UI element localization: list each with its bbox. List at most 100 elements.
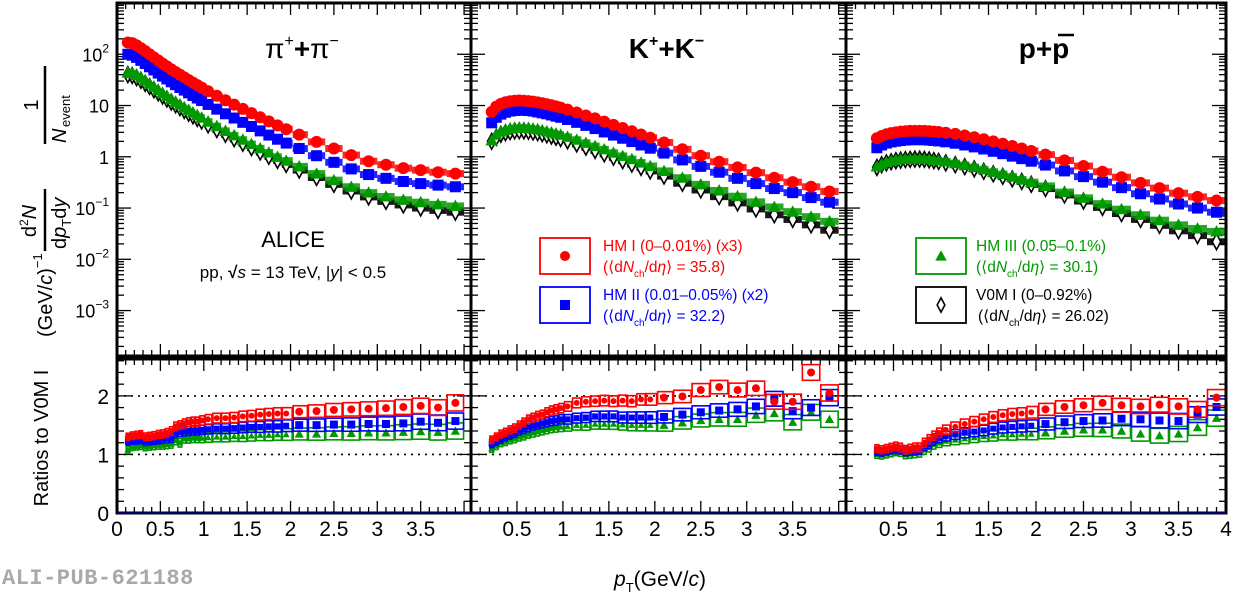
ratio-point [167, 440, 175, 447]
ratio-point [416, 417, 425, 426]
data-point [1097, 176, 1108, 188]
ratio-point [715, 406, 724, 415]
y-tick-label-bottom: 0 [97, 503, 109, 526]
ratio-point [129, 437, 136, 444]
legend-box [539, 286, 591, 324]
ratio-point [381, 419, 390, 428]
ratio-point [916, 444, 923, 451]
ratio-point [176, 439, 184, 446]
data-point [245, 120, 257, 132]
ratio-sys-box [969, 415, 980, 428]
ratio-point [451, 398, 460, 407]
ratio-point [930, 432, 937, 439]
data-point [749, 195, 763, 207]
ratio-sys-box [376, 400, 395, 417]
ratio-sys-box [571, 397, 582, 409]
ratio-point [511, 430, 518, 437]
data-point [201, 115, 215, 127]
ratio-sys-box [978, 413, 989, 426]
bottom-y-axis-title: Ratios to V0M I [31, 370, 53, 507]
ratio-sys-box [255, 408, 265, 421]
data-point [345, 149, 358, 162]
data-point [823, 215, 836, 227]
ratio-sys-box [617, 394, 628, 407]
ratio-point [381, 428, 391, 437]
data-point [202, 98, 214, 110]
data-point [1173, 198, 1184, 210]
data-point [589, 112, 602, 125]
panels-layer: π++π−0 0.5 1 1.5 2 2.5 3 3.510210110−110−210−30… [75, 1, 1232, 541]
ratio-point [1008, 431, 1016, 438]
ratio-point [573, 415, 580, 422]
ratio-sys-box [580, 395, 591, 408]
ratio-point [897, 444, 904, 451]
data-point [1077, 160, 1090, 173]
ratio-point [1018, 423, 1025, 430]
x-tick-label: 3 [371, 518, 383, 541]
ratio-sys-box [292, 418, 309, 432]
ratio-point [416, 401, 425, 410]
ratio-point [222, 415, 229, 422]
ratio-point [222, 433, 229, 440]
data-point [712, 184, 726, 196]
ratio-point [892, 443, 899, 450]
ratio-point [926, 436, 933, 443]
data-point [570, 133, 584, 145]
ratio-point [873, 445, 880, 452]
data-point [1172, 187, 1185, 200]
legend-marker-triangle [935, 250, 947, 261]
ratio-sys-box [255, 420, 265, 434]
data-point [958, 129, 971, 142]
ratio-point [312, 407, 321, 416]
ratio-sys-box [342, 417, 361, 433]
y-tick-label-top: 10−2 [75, 246, 109, 270]
ratio-point [416, 427, 426, 436]
data-point [210, 119, 224, 132]
x-tick-label: 2 [1030, 518, 1042, 541]
ratio-sys-box [324, 417, 343, 432]
data-point [263, 129, 275, 141]
ratio-point [248, 423, 255, 430]
ratio-point [516, 428, 523, 435]
ratio-point [557, 416, 564, 423]
ratio-series-hm-i-v0m-i [873, 388, 1227, 455]
data-point [658, 136, 671, 149]
data-point [949, 137, 961, 149]
data-point [768, 171, 781, 184]
ratio-point [1078, 425, 1089, 434]
data-point [195, 111, 208, 123]
ratio-point [591, 420, 599, 427]
ratio-point [274, 431, 281, 438]
data-point [196, 95, 208, 107]
data-point [787, 209, 798, 229]
ratio-sys-box [1187, 418, 1208, 437]
ratio-sys-box [1111, 423, 1132, 439]
data-point [396, 193, 410, 205]
legend-label: HM III (0.05–0.1%) [976, 238, 1106, 255]
x-tick-label: 2.5 [1069, 518, 1098, 541]
ratio-point [1155, 400, 1164, 409]
data-point [414, 164, 427, 177]
data-point [449, 181, 461, 193]
ratio-point [564, 403, 571, 410]
ratio-point [878, 446, 885, 453]
ratio-point [733, 386, 742, 395]
ratio-sys-box [272, 406, 283, 420]
data-point [561, 130, 574, 142]
ratio-point [935, 429, 942, 436]
legend-label: HM I (0–0.01%) (x3) [603, 238, 743, 255]
ratio-point [124, 446, 132, 453]
publication-id: ALI-PUB-621188 [2, 566, 194, 591]
ratio-point [1060, 418, 1069, 427]
ratio-point [715, 383, 724, 392]
data-point [1005, 170, 1019, 182]
ratio-point [1097, 425, 1108, 434]
data-point [635, 128, 648, 141]
ratio-point [525, 424, 532, 431]
data-point [1211, 206, 1222, 218]
ratio-sys-box [709, 403, 729, 419]
ratio-point [198, 417, 205, 424]
ratio-point [1060, 403, 1069, 412]
ratio-point [592, 413, 599, 420]
data-point [676, 171, 689, 183]
